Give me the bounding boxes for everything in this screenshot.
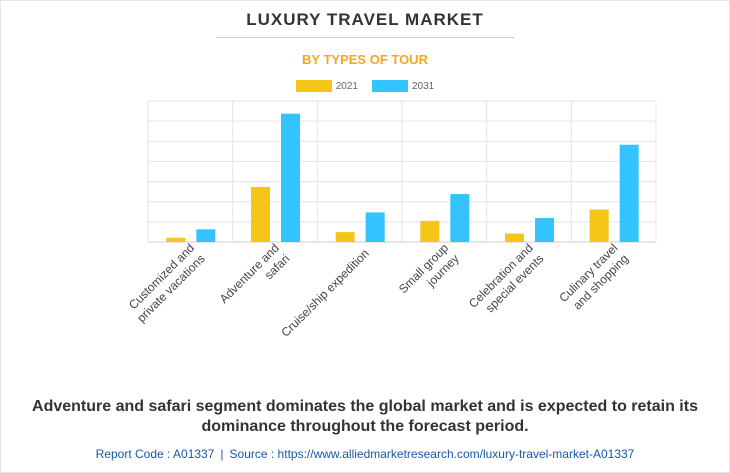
footer: Report Code : A01337 | Source : https://ww… — [0, 447, 730, 461]
x-tick-label: Adventure andsafari — [217, 241, 293, 317]
bar-2031-0 — [196, 229, 216, 242]
chart-title: LUXURY TRAVEL MARKET — [246, 10, 484, 29]
x-tick-label: Celebration andspecial events — [466, 241, 546, 321]
legend-item-2021[interactable]: 2021 — [295, 80, 358, 92]
bar-2021-3 — [420, 220, 440, 242]
bar-2031-1 — [281, 113, 300, 242]
title-divider — [216, 37, 514, 38]
bar-2031-5 — [619, 144, 639, 242]
chart-caption: Adventure and safari segment dominates t… — [32, 398, 698, 435]
bar-2031-3 — [450, 194, 470, 242]
bar-2031-2 — [365, 212, 385, 242]
source-link[interactable]: Source : https://www.alliedmarketresearc… — [229, 447, 635, 461]
x-tick-label: Customized andprivate vacations — [124, 241, 208, 325]
legend-label-2031: 2031 — [412, 80, 435, 92]
bar-2031-4 — [535, 218, 554, 242]
x-tick-label: Culinary traveland shopping — [556, 241, 631, 316]
bar-2021-5 — [589, 209, 609, 242]
report-code: Report Code : A01337 — [95, 447, 215, 461]
chart-legend: 2021 2031 — [0, 80, 730, 92]
chart-subtitle: BY TYPES OF TOUR — [302, 52, 428, 67]
bar-2021-0 — [166, 237, 186, 242]
footer-separator: | — [220, 447, 224, 461]
legend-swatch-2021 — [295, 80, 332, 92]
bar-2021-1 — [251, 187, 270, 242]
legend-label-2021: 2021 — [335, 80, 358, 92]
x-tick-label: Small groupjourney — [396, 241, 462, 307]
bar-2021-4 — [505, 233, 524, 242]
legend-swatch-2031 — [372, 80, 408, 92]
bar-2021-2 — [335, 232, 355, 242]
bar-chart: Customized andprivate vacations Adventure… — [124, 100, 657, 340]
x-tick-label: Cruise/ship expedition — [278, 246, 371, 339]
legend-item-2031[interactable]: 2031 — [372, 80, 434, 92]
